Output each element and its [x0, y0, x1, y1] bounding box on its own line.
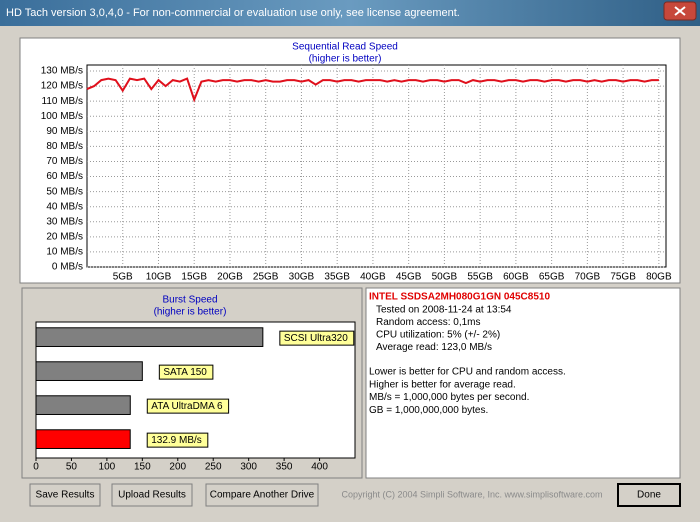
x-tick-label: 25GB: [253, 272, 279, 283]
button-label[interactable]: Upload Results: [118, 490, 186, 501]
x-tick-label: 250: [205, 462, 222, 473]
y-tick-label: 30 MB/s: [46, 216, 83, 227]
x-tick-label: 30GB: [289, 272, 315, 283]
x-tick-label: 80GB: [646, 272, 672, 283]
x-tick-label: 60GB: [503, 272, 529, 283]
note-line: MB/s = 1,000,000 bytes per second.: [369, 392, 529, 403]
y-tick-label: 70 MB/s: [46, 156, 83, 167]
x-tick-label: 50: [66, 462, 78, 473]
bar: [35, 361, 143, 381]
bar-label: SATA 150: [163, 367, 207, 378]
bar-label: 132.9 MB/s: [151, 435, 202, 446]
x-tick-label: 300: [240, 462, 257, 473]
x-tick-label: 5GB: [113, 272, 133, 283]
y-tick-label: 90 MB/s: [46, 126, 83, 137]
copyright: Copyright (C) 2004 Simpli Software, Inc.…: [341, 489, 602, 499]
x-tick-label: 400: [311, 462, 328, 473]
button[interactable]: [205, 483, 319, 507]
drive-name: INTEL SSDSA2MH080G1GN 045C8510: [369, 292, 550, 303]
x-tick-label: 150: [134, 462, 151, 473]
info-panel: [365, 287, 681, 479]
plot-area: [86, 64, 667, 268]
x-tick-label: 70GB: [575, 272, 601, 283]
result-line: Random access: 0,1ms: [376, 317, 481, 328]
y-tick-label: 120 MB/s: [41, 81, 83, 92]
button[interactable]: [111, 483, 193, 507]
button-label[interactable]: Save Results: [36, 490, 95, 501]
bar: [35, 327, 264, 347]
y-tick-label: 50 MB/s: [46, 186, 83, 197]
x-tick-label: 200: [169, 462, 186, 473]
y-tick-label: 130 MB/s: [41, 66, 83, 77]
x-tick-label: 50GB: [432, 272, 458, 283]
bar-label-box: [158, 364, 214, 380]
chart-title: Burst Speed: [162, 295, 217, 306]
x-tick-label: 0: [33, 462, 39, 473]
note-line: Higher is better for average read.: [369, 379, 516, 390]
x-tick-label: 350: [276, 462, 293, 473]
x-tick-label: 100: [99, 462, 116, 473]
bar-label-box: [146, 398, 230, 414]
x-tick-label: 15GB: [181, 272, 207, 283]
bar-label-box: [279, 330, 355, 346]
y-tick-label: 110 MB/s: [42, 96, 84, 107]
title-bar: [0, 0, 700, 26]
button-label[interactable]: Compare Another Drive: [210, 490, 315, 501]
y-tick-label: 60 MB/s: [46, 171, 83, 182]
bar-label: ATA UltraDMA 6: [151, 401, 223, 412]
read-speed-line: [86, 77, 659, 103]
bar-label: SCSI Ultra320: [284, 333, 348, 344]
x-tick-label: 40GB: [360, 272, 386, 283]
y-tick-label: 20 MB/s: [46, 231, 83, 242]
y-tick-label: 100 MB/s: [41, 111, 83, 122]
x-tick-label: 20GB: [217, 272, 243, 283]
note-line: Lower is better for CPU and random acces…: [369, 367, 566, 378]
chart-subtitle: (higher is better): [309, 54, 382, 65]
note-line: GB = 1,000,000,000 bytes.: [369, 405, 488, 416]
y-tick-label: 10 MB/s: [46, 247, 83, 258]
result-line: CPU utilization: 5% (+/- 2%): [376, 330, 500, 341]
y-tick-label: 80 MB/s: [46, 141, 83, 152]
chart-subtitle: (higher is better): [154, 307, 227, 318]
button[interactable]: [617, 483, 681, 507]
result-line: Average read: 123,0 MB/s: [376, 342, 492, 353]
x-tick-label: 55GB: [467, 272, 493, 283]
x-tick-label: 35GB: [324, 272, 350, 283]
x-tick-label: 75GB: [610, 272, 636, 283]
x-tick-label: 65GB: [539, 272, 565, 283]
x-tick-label: 10GB: [146, 272, 172, 283]
bar: [35, 429, 131, 449]
button[interactable]: [29, 483, 101, 507]
window-title: HD Tach version 3,0,4,0 - For non-commer…: [6, 7, 460, 19]
x-tick-label: 45GB: [396, 272, 422, 283]
chart-title: Sequential Read Speed: [292, 42, 398, 53]
bar-label-box: [146, 432, 209, 448]
close-icon: [674, 6, 686, 16]
y-tick-label: 40 MB/s: [46, 201, 83, 212]
button-label[interactable]: Done: [637, 490, 661, 501]
result-line: Tested on 2008-11-24 at 13:54: [376, 305, 512, 316]
bar: [35, 395, 131, 415]
y-tick-label: 0 MB/s: [52, 262, 83, 273]
